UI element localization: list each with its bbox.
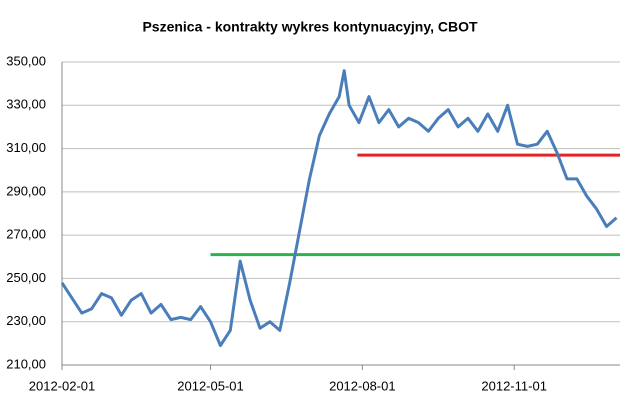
y-tick-label: 290,00 (6, 183, 46, 198)
y-tick-label: 350,00 (6, 53, 46, 68)
x-tick-label: 2012-05-01 (177, 378, 244, 393)
y-tick-label: 310,00 (6, 140, 46, 155)
data-line (60, 69, 618, 347)
y-tick-label: 230,00 (6, 313, 46, 328)
chart-title: Pszenica - kontrakty wykres kontynuacyjn… (142, 19, 478, 35)
x-tick-label: 2012-11-01 (481, 378, 547, 393)
y-tick-label: 330,00 (6, 97, 46, 112)
x-tick-label: 2012-08-01 (329, 378, 396, 393)
y-tick-label: 210,00 (6, 356, 46, 371)
y-tick-label: 270,00 (6, 227, 46, 242)
x-tick-label: 2012-02-01 (29, 378, 96, 393)
y-tick-label: 250,00 (6, 270, 46, 285)
